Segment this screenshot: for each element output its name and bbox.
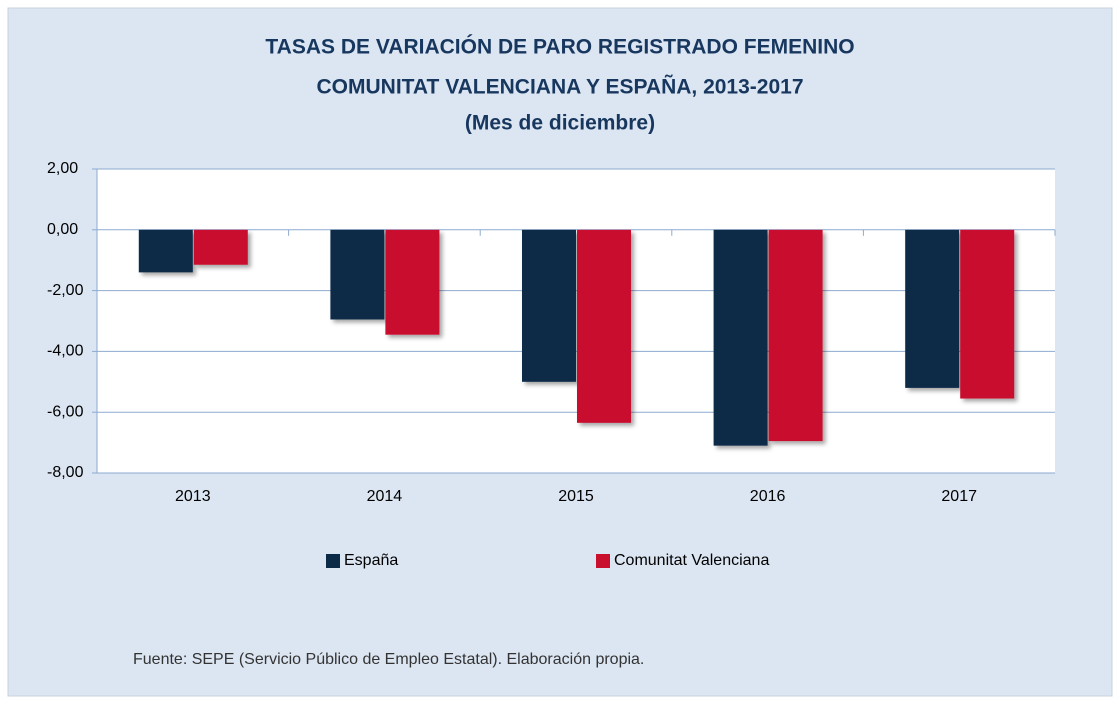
y-tick-label: 2,00	[47, 160, 78, 177]
chart-title: COMUNITAT VALENCIANA Y ESPAÑA, 2013-2017	[317, 76, 804, 99]
y-tick-label: 0,00	[47, 221, 78, 238]
bar	[193, 229, 248, 265]
y-tick-label: -4,00	[47, 343, 84, 360]
bar	[330, 229, 385, 320]
legend-label: Comunitat Valenciana	[614, 552, 769, 569]
chart-title: TASAS DE VARIACIÓN DE PARO REGISTRADO FE…	[265, 35, 854, 59]
x-tick-label: 2014	[367, 488, 403, 505]
bar	[768, 229, 823, 442]
legend-swatch	[326, 554, 340, 568]
y-tick-label: -8,00	[47, 464, 84, 481]
source: Fuente: SEPE (Servicio Público de Empleo…	[133, 651, 644, 668]
x-tick-label: 2016	[750, 488, 786, 505]
y-tick-label: -2,00	[47, 282, 84, 299]
bar	[713, 229, 768, 446]
bar	[577, 229, 631, 423]
chart-title: (Mes de diciembre)	[465, 112, 655, 135]
bar	[385, 229, 440, 335]
x-tick-label: 2017	[941, 488, 977, 505]
legend-swatch	[596, 554, 610, 568]
bar	[138, 229, 193, 273]
bar	[960, 229, 1015, 399]
x-tick-label: 2013	[175, 488, 211, 505]
x-tick-label: 2015	[558, 488, 594, 505]
y-tick-label: -6,00	[47, 403, 84, 420]
legend-label: España	[344, 552, 398, 569]
bar	[522, 229, 576, 382]
bar	[905, 229, 960, 388]
